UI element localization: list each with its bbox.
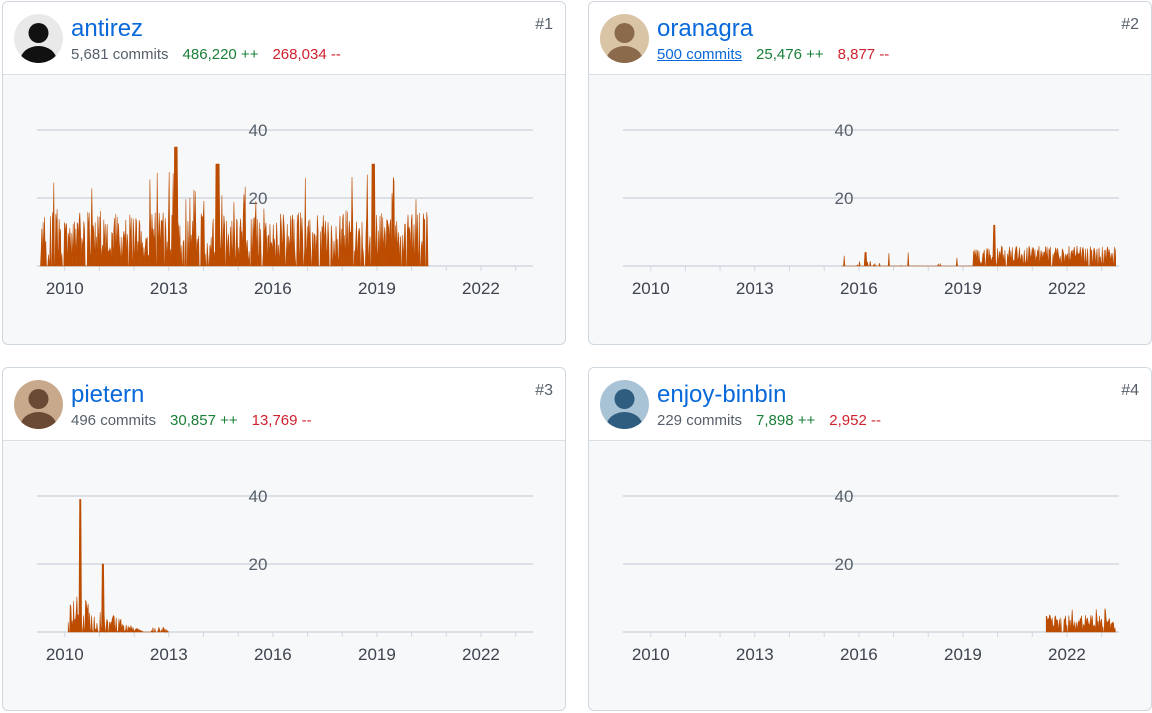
commits-area-series[interactable] <box>1045 608 1116 633</box>
contribution-chart: 20 40 2010 2013 2016 2019 2022 <box>623 121 1119 298</box>
x-tick-label: 2019 <box>944 279 982 298</box>
commits-count-link[interactable]: 496 commits <box>71 412 157 429</box>
x-tick-label: 2010 <box>46 279 84 298</box>
contributor-header: pietern 496 commits 30,857 ++ 13,769 -- #3 <box>3 368 565 441</box>
y-tick-label: 40 <box>249 121 268 140</box>
contributor-name-link[interactable]: pietern <box>71 381 145 408</box>
deletions-count: 13,769 -- <box>251 412 312 429</box>
commits-area-series[interactable] <box>67 499 169 634</box>
x-tick-label: 2013 <box>150 645 188 664</box>
contribution-chart: 20 40 2010 2013 2016 2019 2022 <box>37 121 533 298</box>
commits-count-link[interactable]: 5,681 commits <box>71 46 169 63</box>
x-tick-label: 2016 <box>840 279 878 298</box>
contributor-rank: #2 <box>1121 16 1139 33</box>
y-tick-label: 40 <box>835 121 854 140</box>
x-tick-label: 2022 <box>462 279 500 298</box>
x-tick-label: 2019 <box>358 279 396 298</box>
x-tick-label: 2016 <box>840 645 878 664</box>
contributor-rank: #1 <box>535 16 553 33</box>
contribution-chart: 20 40 2010 2013 2016 2019 2022 <box>37 487 533 664</box>
deletions-count: 2,952 -- <box>829 412 881 429</box>
commits-count-link[interactable]: 500 commits <box>657 46 743 63</box>
y-tick-label: 20 <box>249 189 268 208</box>
x-tick-label: 2013 <box>736 645 774 664</box>
x-tick-label: 2010 <box>46 645 84 664</box>
x-tick-label: 2022 <box>1048 279 1086 298</box>
deletions-count: 268,034 -- <box>272 46 341 63</box>
contributor-stats: 229 commits 7,898 ++ 2,952 -- <box>657 412 881 429</box>
deletions-count: 8,877 -- <box>837 46 890 63</box>
x-tick-label: 2016 <box>254 279 292 298</box>
y-tick-label: 40 <box>835 487 854 506</box>
additions-count: 25,476 ++ <box>756 46 824 63</box>
x-tick-label: 2013 <box>736 279 774 298</box>
contributor-stats: 500 commits 25,476 ++ 8,877 -- <box>657 46 889 63</box>
contributor-header: enjoy-binbin 229 commits 7,898 ++ 2,952 -- #… <box>589 368 1151 441</box>
commits-count-link[interactable]: 229 commits <box>657 412 743 429</box>
contributor-stats: 5,681 commits 486,220 ++ 268,034 -- <box>71 46 341 63</box>
x-tick-label: 2022 <box>1048 645 1086 664</box>
additions-count: 486,220 ++ <box>182 46 259 63</box>
avatar[interactable] <box>14 380 63 429</box>
y-tick-label: 20 <box>249 555 268 574</box>
contributor-name-link[interactable]: oranagra <box>657 15 754 42</box>
x-tick-label: 2010 <box>632 279 670 298</box>
contributor-card: enjoy-binbin 229 commits 7,898 ++ 2,952 -- #… <box>588 367 1152 711</box>
y-tick-label: 20 <box>835 189 854 208</box>
avatar[interactable] <box>600 14 649 63</box>
x-tick-label: 2019 <box>358 645 396 664</box>
y-tick-label: 40 <box>249 487 268 506</box>
y-tick-label: 20 <box>835 555 854 574</box>
contributor-name-link[interactable]: antirez <box>71 15 144 42</box>
avatar[interactable] <box>600 380 649 429</box>
x-tick-label: 2016 <box>254 645 292 664</box>
contributor-rank: #3 <box>535 382 553 399</box>
contributor-rank: #4 <box>1121 382 1139 399</box>
avatar-dark-portrait-icon <box>14 14 63 63</box>
contribution-chart: 20 40 2010 2013 2016 2019 2022 <box>623 487 1119 664</box>
contributor-card: antirez 5,681 commits 486,220 ++ 268,034 --… <box>2 1 566 345</box>
contributor-card: pietern 496 commits 30,857 ++ 13,769 -- #3 20… <box>2 367 566 711</box>
contributor-header: antirez 5,681 commits 486,220 ++ 268,034 --… <box>3 2 565 75</box>
contributor-name-link[interactable]: enjoy-binbin <box>657 381 787 408</box>
x-tick-label: 2010 <box>632 645 670 664</box>
contributor-stats: 496 commits 30,857 ++ 13,769 -- <box>71 412 312 429</box>
commits-area-series[interactable] <box>40 146 429 267</box>
contributor-card: oranagra 500 commits 25,476 ++ 8,877 -- #2 20… <box>588 1 1152 345</box>
x-tick-label: 2022 <box>462 645 500 664</box>
commits-area-series[interactable] <box>841 224 1116 267</box>
additions-count: 7,898 ++ <box>756 412 816 429</box>
avatar-portrait-icon <box>600 14 649 63</box>
contributor-header: oranagra 500 commits 25,476 ++ 8,877 -- #2 <box>589 2 1151 75</box>
additions-count: 30,857 ++ <box>170 412 238 429</box>
avatar[interactable] <box>14 14 63 63</box>
avatar-portrait-icon <box>600 380 649 429</box>
avatar-portrait-icon <box>14 380 63 429</box>
x-tick-label: 2019 <box>944 645 982 664</box>
x-tick-label: 2013 <box>150 279 188 298</box>
